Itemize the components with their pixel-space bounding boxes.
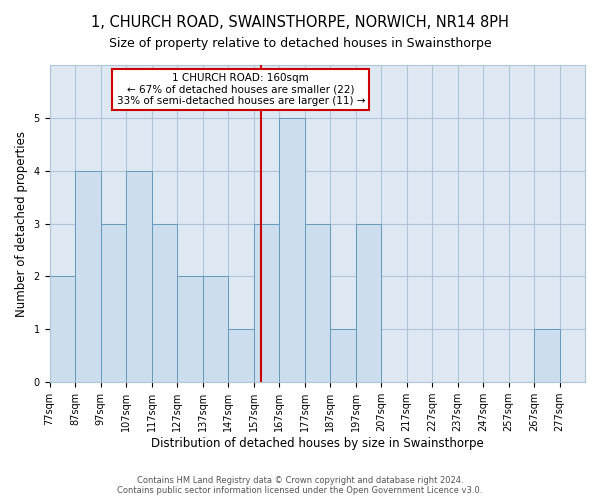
Text: Size of property relative to detached houses in Swainsthorpe: Size of property relative to detached ho… — [109, 38, 491, 51]
Bar — [50, 276, 75, 382]
Bar — [203, 276, 228, 382]
Bar — [305, 224, 330, 382]
Y-axis label: Number of detached properties: Number of detached properties — [15, 130, 28, 316]
Bar — [534, 330, 560, 382]
Bar — [126, 170, 152, 382]
X-axis label: Distribution of detached houses by size in Swainsthorpe: Distribution of detached houses by size … — [151, 437, 484, 450]
Bar — [279, 118, 305, 382]
Bar — [75, 170, 101, 382]
Text: 1, CHURCH ROAD, SWAINSTHORPE, NORWICH, NR14 8PH: 1, CHURCH ROAD, SWAINSTHORPE, NORWICH, N… — [91, 15, 509, 30]
Bar — [330, 330, 356, 382]
Bar — [356, 224, 381, 382]
Bar — [177, 276, 203, 382]
Bar — [101, 224, 126, 382]
Bar — [254, 224, 279, 382]
Bar — [152, 224, 177, 382]
Text: Contains HM Land Registry data © Crown copyright and database right 2024.
Contai: Contains HM Land Registry data © Crown c… — [118, 476, 482, 495]
Bar — [228, 330, 254, 382]
Text: 1 CHURCH ROAD: 160sqm
← 67% of detached houses are smaller (22)
33% of semi-deta: 1 CHURCH ROAD: 160sqm ← 67% of detached … — [116, 73, 365, 106]
